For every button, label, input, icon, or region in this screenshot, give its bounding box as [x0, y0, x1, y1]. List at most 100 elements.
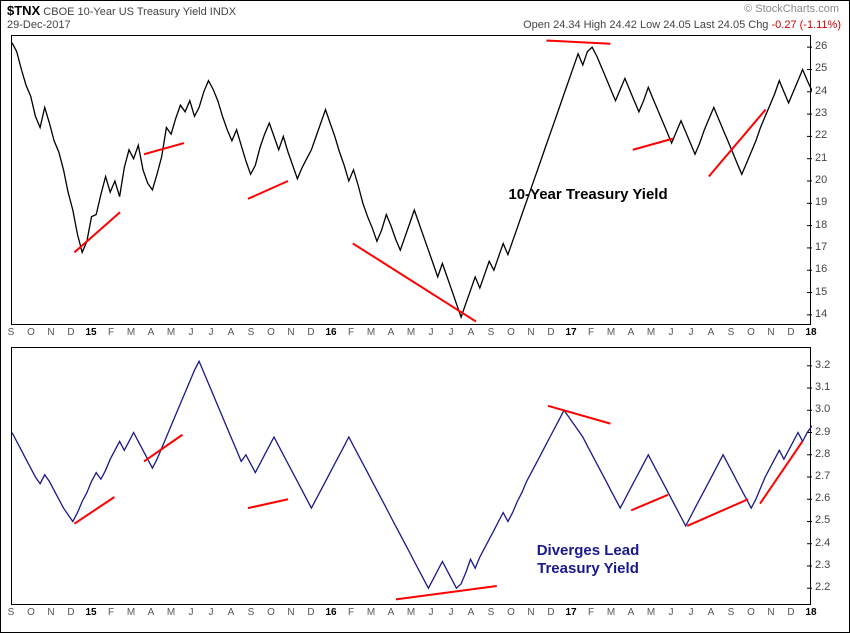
xtick-label: 17 — [565, 607, 576, 618]
xtick-label: J — [449, 327, 454, 338]
xtick-label: O — [267, 607, 275, 618]
xtick-label: 17 — [565, 327, 576, 338]
trendline — [74, 497, 114, 524]
xtick-label: M — [167, 607, 175, 618]
xtick-label: N — [527, 327, 534, 338]
xtick-label: N — [527, 607, 534, 618]
xtick-label: J — [669, 607, 674, 618]
xtick-label: J — [689, 607, 694, 618]
ytick-label: 3.2 — [815, 359, 830, 371]
chart-annotation: Treasury Yield — [537, 560, 639, 577]
price-line — [12, 361, 812, 588]
ticker-symbol: $TNX — [7, 3, 40, 18]
chart-date: 29-Dec-2017 — [7, 19, 71, 31]
xtick-label: S — [8, 327, 15, 338]
trendline — [248, 499, 288, 508]
low-value: 24.05 — [663, 19, 691, 31]
ytick-label: 2.4 — [815, 537, 830, 549]
xtick-label: M — [367, 607, 375, 618]
xtick-label: D — [547, 607, 554, 618]
high-value: 24.42 — [609, 19, 637, 31]
trendline — [144, 435, 182, 462]
xtick-label: A — [148, 607, 155, 618]
xaxis-1: SOND15FMAMJJASOND16FMAMJJASOND17FMAMJJAS… — [11, 327, 811, 343]
price-line — [12, 43, 812, 317]
xtick-label: F — [108, 327, 114, 338]
xtick-label: O — [507, 607, 515, 618]
xtick-label: J — [429, 327, 434, 338]
trendline — [546, 40, 610, 43]
xtick-label: 18 — [805, 327, 816, 338]
xtick-label: N — [767, 327, 774, 338]
xtick-label: 16 — [325, 327, 336, 338]
xtick-label: A — [708, 327, 715, 338]
trendline — [353, 243, 476, 321]
ytick-label: 25 — [815, 62, 827, 74]
ytick-label: 2.8 — [815, 448, 830, 460]
xtick-label: S — [8, 607, 15, 618]
high-label: High — [584, 19, 607, 31]
xtick-label: A — [708, 607, 715, 618]
xtick-label: M — [607, 607, 615, 618]
xaxis-2: SOND15FMAMJJASOND16FMAMJJASOND17FMAMJJAS… — [11, 607, 811, 623]
xtick-label: 15 — [85, 607, 96, 618]
chart-annotation: 10-Year Treasury Yield — [508, 186, 667, 203]
price-chart-2: Diverges LeadTreasury Yield — [12, 348, 812, 606]
open-value: 24.34 — [553, 19, 581, 31]
chg-value: -0.27 (-1.11%) — [772, 19, 842, 31]
ytick-label: 16 — [815, 263, 827, 275]
xtick-label: S — [248, 607, 255, 618]
xtick-label: A — [468, 607, 475, 618]
xtick-label: J — [209, 607, 214, 618]
ytick-label: 3.0 — [815, 403, 830, 415]
open-label: Open — [523, 19, 550, 31]
trendline — [760, 441, 802, 503]
xtick-label: J — [669, 327, 674, 338]
xtick-label: D — [307, 607, 314, 618]
xtick-label: M — [367, 327, 375, 338]
xtick-label: A — [228, 327, 235, 338]
xtick-label: D — [307, 327, 314, 338]
trendline — [631, 495, 668, 511]
xtick-label: A — [388, 607, 395, 618]
ytick-label: 26 — [815, 40, 827, 52]
xtick-label: A — [628, 607, 635, 618]
ytick-label: 3.1 — [815, 381, 830, 393]
xtick-label: N — [287, 327, 294, 338]
price-chart-1: 10-Year Treasury Yield — [12, 36, 812, 326]
trendline — [548, 406, 610, 424]
xtick-label: N — [47, 327, 54, 338]
ytick-label: 2.9 — [815, 426, 830, 438]
ytick-label: 2.3 — [815, 559, 830, 571]
chart-annotation: Diverges Lead — [537, 542, 640, 559]
xtick-label: J — [189, 607, 194, 618]
trendline — [709, 110, 766, 177]
chart-container: $TNX CBOE 10-Year US Treasury Yield INDX… — [0, 0, 850, 633]
xtick-label: O — [27, 327, 35, 338]
xtick-label: O — [747, 327, 755, 338]
xtick-label: J — [189, 327, 194, 338]
trendline — [74, 212, 120, 252]
xtick-label: M — [127, 327, 135, 338]
xtick-label: N — [47, 607, 54, 618]
xtick-label: S — [488, 607, 495, 618]
ytick-label: 23 — [815, 107, 827, 119]
xtick-label: A — [468, 327, 475, 338]
xtick-label: O — [747, 607, 755, 618]
xtick-label: S — [488, 327, 495, 338]
xtick-label: N — [287, 607, 294, 618]
xtick-label: A — [228, 607, 235, 618]
xtick-label: M — [647, 607, 655, 618]
price-panel-2: Diverges LeadTreasury Yield — [11, 347, 811, 605]
trendline — [633, 139, 673, 150]
xtick-label: O — [267, 327, 275, 338]
xtick-label: N — [767, 607, 774, 618]
xtick-label: M — [127, 607, 135, 618]
ytick-label: 19 — [815, 196, 827, 208]
ytick-label: 2.7 — [815, 470, 830, 482]
trendline — [396, 586, 497, 599]
xtick-label: S — [728, 327, 735, 338]
xtick-label: 18 — [805, 607, 816, 618]
ticker-name: CBOE 10-Year US Treasury Yield INDX — [43, 6, 236, 18]
xtick-label: A — [388, 327, 395, 338]
